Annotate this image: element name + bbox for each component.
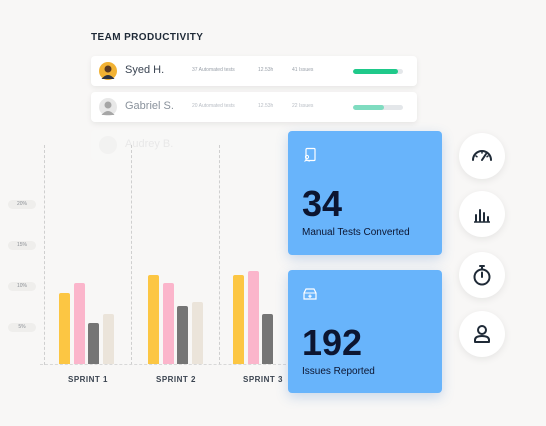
user-icon [474, 325, 490, 343]
speedometer-icon [472, 150, 492, 161]
chart-bar [73, 282, 85, 364]
grid-line [219, 145, 220, 365]
chart-bar [177, 305, 188, 364]
chart-bar [262, 314, 273, 364]
x-tick-label: SPRINT 2 [155, 375, 196, 384]
page-title: TEAM PRODUCTIVITY [91, 32, 204, 43]
team-member-name: Gabriel S. [125, 100, 174, 112]
chart-bar [59, 292, 70, 364]
chart-bar [191, 302, 203, 364]
y-tick-label: 5% [8, 323, 36, 332]
automated-tests-count: 37 Automated tests [192, 67, 235, 73]
stat-value: 34 [302, 183, 343, 224]
stopwatch-button[interactable] [459, 252, 505, 298]
x-tick-label: SPRINT 1 [67, 375, 108, 384]
issues-count: 41 Issues [292, 67, 314, 73]
chart-bar [148, 274, 159, 364]
stopwatch-icon [473, 265, 491, 286]
chart-bar [162, 282, 174, 364]
y-tick-label: 20% [8, 200, 36, 209]
team-row[interactable]: Gabriel S. 20 Automated tests 12.53h 22 … [91, 92, 417, 122]
document-person-icon [304, 147, 316, 162]
automated-tests-count: 20 Automated tests [192, 103, 235, 109]
team-member-name: Audrey B. [125, 138, 174, 150]
progress-bar [353, 69, 403, 74]
grid-line [44, 145, 45, 365]
team-row[interactable]: Syed H. 37 Automated tests 12.53h 41 Iss… [91, 56, 417, 86]
chart-bar [247, 270, 259, 364]
bar-chart-button[interactable] [459, 191, 505, 237]
issues-count: 22 Issues [292, 103, 314, 109]
chart-bar [102, 314, 114, 364]
bar-chart-icon [474, 209, 490, 223]
stat-value: 192 [302, 322, 363, 363]
x-tick-label: SPRINT 3 [242, 375, 283, 384]
chart-bar [88, 322, 99, 364]
chart-bar [233, 274, 244, 364]
stat-label: Manual Tests Converted [302, 227, 410, 238]
stat-card-issues[interactable]: 192 Issues Reported [288, 270, 442, 393]
grid-line [131, 145, 132, 365]
y-tick-label: 15% [8, 241, 36, 250]
user-button[interactable] [459, 311, 505, 357]
stat-card-manual-tests[interactable]: 34 Manual Tests Converted [288, 131, 442, 255]
inbox-plus-icon [303, 288, 317, 300]
avatar [99, 98, 117, 116]
progress-bar [353, 105, 403, 110]
stat-label: Issues Reported [302, 366, 375, 377]
avatar [99, 136, 117, 154]
hours-value: 12.53h [258, 103, 274, 109]
x-axis-line [40, 364, 286, 365]
hours-value: 12.53h [258, 67, 274, 73]
avatar [99, 62, 117, 80]
y-tick-label: 10% [8, 282, 36, 291]
team-member-name: Syed H. [125, 64, 165, 76]
speedometer-button[interactable] [459, 133, 505, 179]
